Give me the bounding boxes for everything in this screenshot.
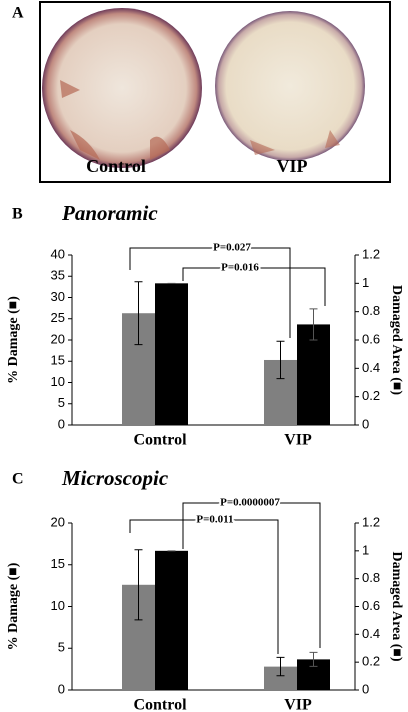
y-tick-label: 35 (51, 268, 65, 283)
x-tick-label: Control (133, 697, 187, 712)
y2-tick-label: 0.4 (362, 360, 380, 375)
error-bar (134, 549, 143, 621)
control-disc (42, 8, 202, 168)
y-tick-label: 10 (51, 374, 65, 389)
error-bar (276, 656, 285, 677)
y2-tick-label: 0.2 (362, 388, 380, 403)
y2-axis-label: Damaged Area (■) (389, 551, 404, 661)
y-tick-label: 40 (51, 246, 65, 261)
y2-tick-label: 1.2 (362, 514, 380, 529)
vip-disc (215, 11, 365, 161)
y2-tick-label: 0 (362, 416, 369, 431)
image-caption: Control (86, 156, 146, 176)
y2-tick-label: 0.6 (362, 598, 380, 613)
bar (155, 550, 188, 690)
error-bar (309, 651, 318, 667)
y2-axis-label: Damaged Area (■) (389, 285, 404, 395)
y-tick-label: 20 (51, 514, 65, 529)
y-axis-label: % Damage (■) (6, 562, 21, 650)
x-tick-label: VIP (284, 697, 312, 712)
significance-bracket (129, 247, 291, 338)
p-value: P=0.0000007 (220, 497, 280, 509)
error-bar (309, 308, 318, 341)
y-tick-label: 15 (51, 556, 65, 571)
y2-tick-label: 0.2 (362, 654, 380, 669)
image-caption: VIP (277, 156, 308, 176)
significance-bracket (182, 502, 321, 648)
y-tick-label: 10 (51, 598, 65, 613)
panel-label: C (12, 471, 24, 488)
error-bar (276, 340, 285, 380)
stain (60, 80, 170, 160)
chart-title: Microscopic (61, 466, 169, 490)
y-tick-label: 30 (51, 289, 65, 304)
y2-tick-label: 1.2 (362, 246, 380, 261)
chart-title: Panoramic (61, 201, 158, 225)
y-tick-label: 15 (51, 353, 65, 368)
x-tick-label: Control (133, 432, 187, 449)
y-tick-label: 5 (58, 395, 65, 410)
significance-bracket (129, 519, 279, 654)
p-value: P=0.011 (196, 514, 233, 526)
y-tick-label: 25 (51, 310, 65, 325)
y-tick-label: 20 (51, 331, 65, 346)
y2-tick-label: 1 (362, 542, 369, 557)
y2-tick-label: 0.4 (362, 626, 380, 641)
y-tick-label: 0 (58, 416, 65, 431)
y2-tick-label: 0.8 (362, 303, 380, 318)
stain (250, 130, 340, 155)
panel-label: B (12, 206, 23, 223)
y2-tick-label: 0.6 (362, 331, 380, 346)
x-tick-label: VIP (284, 432, 312, 449)
p-value: P=0.027 (213, 242, 251, 254)
significance-bracket (182, 267, 326, 306)
y2-tick-label: 1 (362, 275, 369, 290)
bar (264, 666, 297, 690)
y-tick-label: 0 (58, 681, 65, 696)
error-bar (134, 281, 143, 346)
y-tick-label: 5 (58, 640, 65, 655)
bar (297, 324, 330, 425)
p-value: P=0.016 (221, 262, 259, 274)
bar (155, 283, 188, 425)
panel-label: A (12, 5, 24, 22)
y2-tick-label: 0 (362, 681, 369, 696)
y2-tick-label: 0.8 (362, 570, 380, 585)
y-axis-label: % Damage (■) (6, 296, 21, 384)
